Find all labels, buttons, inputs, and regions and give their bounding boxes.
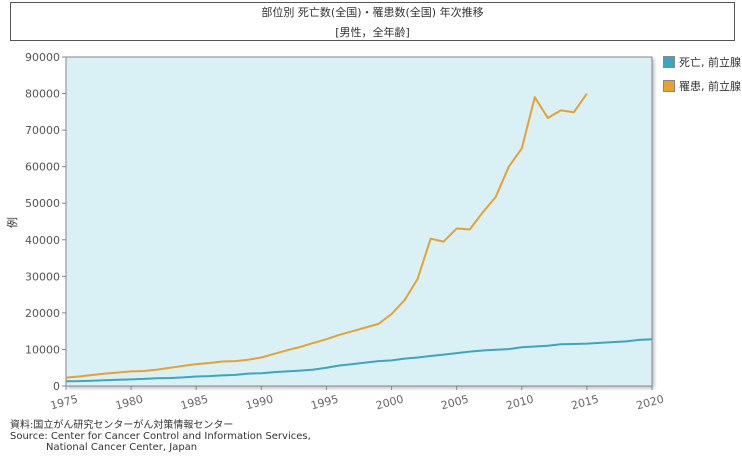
y-tick-label: 70000 [25,124,60,137]
series-line-incidence[interactable] [65,93,588,379]
legend-label-deaths: 死亡, 前立腺 [679,56,741,69]
y-axis-label: 例 [5,217,19,228]
legend: 死亡, 前立腺 罹患, 前立腺 [663,53,741,101]
x-tick-label: 1985 [179,393,209,413]
y-tick-label: 40000 [25,234,60,247]
source-line-2: Source: Center for Cancer Control and In… [10,431,311,442]
x-tick-label: 1975 [49,393,79,413]
x-tick-label: 2005 [440,393,470,413]
y-tick-label: 30000 [25,270,60,283]
series-line-deaths[interactable] [65,338,653,383]
y-tick-label: 20000 [25,307,60,320]
y-tick-label: 10000 [25,343,60,356]
plot-area [65,56,653,387]
chart-title: 部位別 死亡数(全国)・罹患数(全国) 年次推移 [261,6,484,19]
y-tick-label: 50000 [25,197,60,210]
y-tick-label: 80000 [25,88,60,101]
y-tick-label: 90000 [25,51,60,64]
source-note: 資料:国立がん研究センターがん対策情報センター Source: Center f… [10,420,311,453]
x-tick-label: 1990 [244,393,274,413]
legend-item-deaths[interactable]: 死亡, 前立腺 [663,53,741,71]
x-tick-label: 2015 [570,393,600,413]
legend-swatch-deaths [663,56,675,68]
legend-swatch-incidence [663,80,675,92]
x-tick-label: 1980 [114,393,144,413]
chart-subtitle: [男性，全年齢] [335,26,410,39]
x-tick-label: 1995 [309,393,339,413]
source-line-3: National Cancer Center, Japan [46,442,198,453]
x-tick-label: 2020 [635,393,665,413]
legend-item-incidence[interactable]: 罹患, 前立腺 [663,77,741,95]
x-tick-label: 2000 [374,393,404,413]
chart-title-box: 部位別 死亡数(全国)・罹患数(全国) 年次推移 [男性，全年齢] [10,2,735,41]
source-line-1: 資料:国立がん研究センターがん対策情報センター [10,420,234,431]
x-tick-label: 2010 [505,393,535,413]
y-tick-label: 60000 [25,161,60,174]
y-tick-label: 0 [53,380,60,393]
legend-label-incidence: 罹患, 前立腺 [679,80,741,93]
